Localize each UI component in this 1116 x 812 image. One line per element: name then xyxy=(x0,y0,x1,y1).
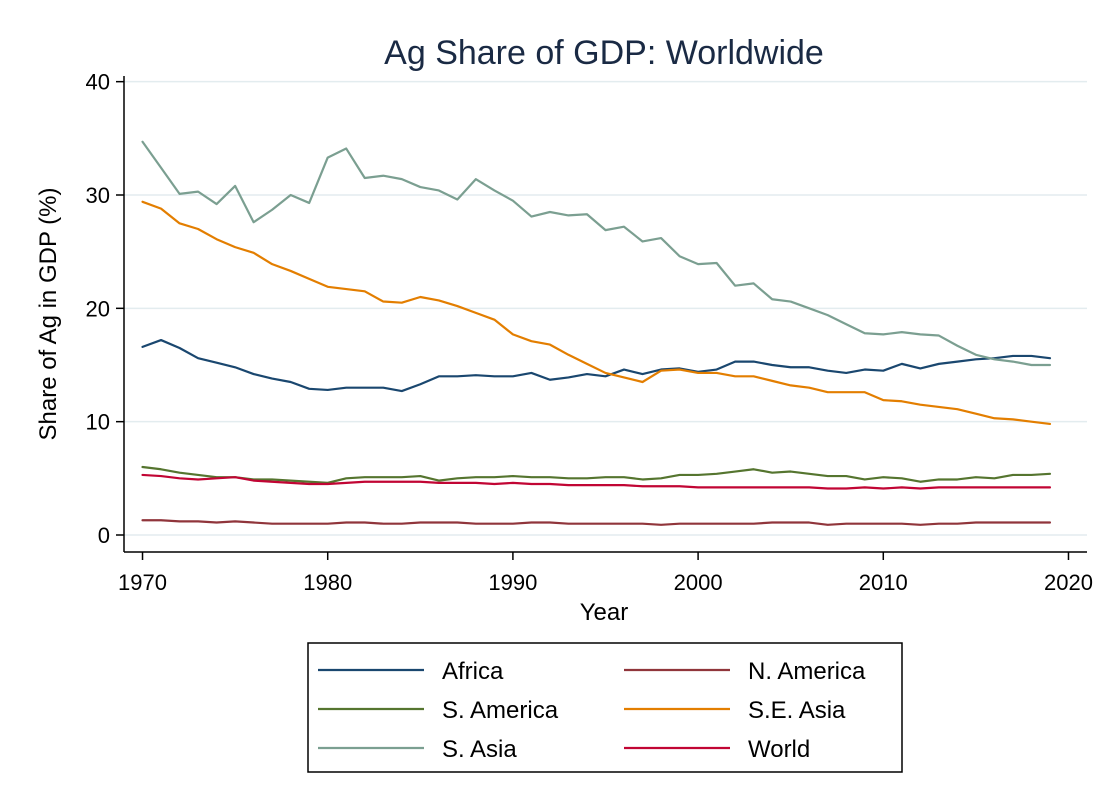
x-tick-label-1990: 1990 xyxy=(488,570,537,595)
series-line-africa xyxy=(141,338,1052,393)
x-tick-label-2020: 2020 xyxy=(1044,570,1093,595)
x-axis-title: Year xyxy=(580,599,629,626)
x-ticks: 1970 1980 1990 2000 2010 2020 xyxy=(118,552,1093,595)
legend-label-africa: Africa xyxy=(442,658,504,685)
y-tick-label-10: 10 xyxy=(86,410,110,435)
series-line-n-america xyxy=(141,519,1052,526)
y-ticks: 0 10 20 30 40 xyxy=(86,70,124,548)
y-tick-label-20: 20 xyxy=(86,296,110,321)
y-tick-label-30: 30 xyxy=(86,183,110,208)
y-tick-label-40: 40 xyxy=(86,70,110,95)
y-tick-label-0: 0 xyxy=(98,523,110,548)
legend-label-s-asia: S. Asia xyxy=(442,736,517,763)
series-line-s-e-asia xyxy=(141,200,1052,426)
series-line-s-asia xyxy=(141,140,1052,367)
legend-label-world: World xyxy=(748,736,810,763)
legend: Africa N. America S. America S.E. Asia S. As… xyxy=(307,642,903,773)
x-tick-label-2000: 2000 xyxy=(674,570,723,595)
legend-label-s-america: S. America xyxy=(442,697,559,724)
chart-title: Ag Share of GDP: Worldwide xyxy=(384,34,824,72)
x-tick-label-1970: 1970 xyxy=(118,570,167,595)
legend-label-s-e-asia: S.E. Asia xyxy=(748,697,846,724)
legend-label-n-america: N. America xyxy=(748,658,866,685)
series-line-world xyxy=(141,473,1052,490)
y-axis-title: Share of Ag in GDP (%) xyxy=(35,187,62,440)
x-tick-label-2010: 2010 xyxy=(859,570,908,595)
grid-lines xyxy=(124,80,1087,536)
axes xyxy=(123,76,1087,553)
legend-box xyxy=(307,642,903,773)
x-tick-label-1980: 1980 xyxy=(303,570,352,595)
series-line-s-america xyxy=(141,465,1052,484)
plot-area xyxy=(141,140,1052,526)
